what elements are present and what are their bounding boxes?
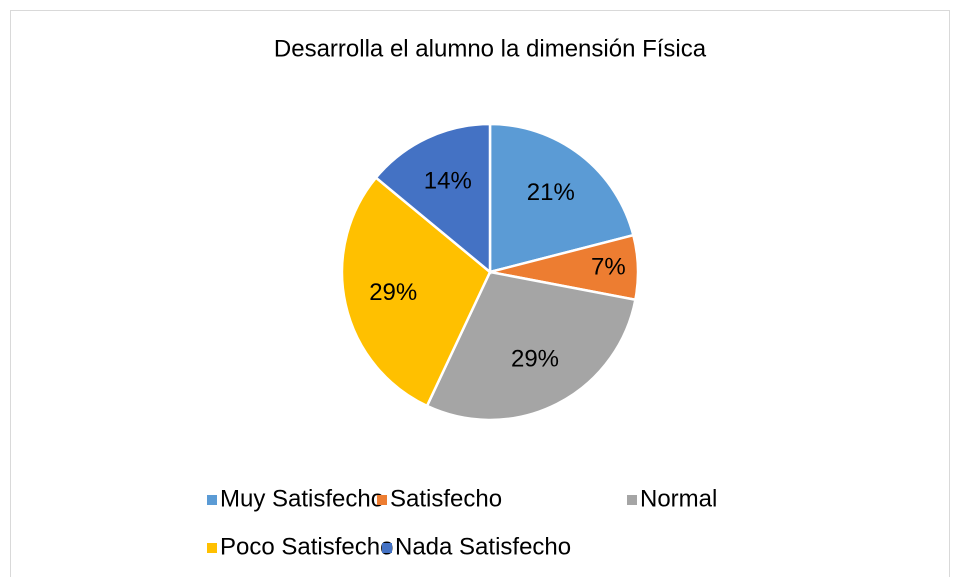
data-label: 21% <box>527 179 575 206</box>
legend-label: Muy Satisfecho <box>220 485 384 512</box>
data-label: 14% <box>424 168 472 195</box>
legend-label: Normal <box>640 485 717 512</box>
legend-swatch <box>382 543 392 553</box>
legend-label: Poco Satisfecho <box>220 533 393 560</box>
legend-label: Satisfecho <box>390 485 502 512</box>
pie-slice <box>374 122 492 275</box>
data-label: 7% <box>591 254 626 281</box>
legend-swatch <box>207 495 217 505</box>
data-label: 29% <box>511 346 559 373</box>
pie-slice <box>425 270 637 422</box>
legend-swatch <box>377 495 387 505</box>
data-label: 29% <box>369 279 417 306</box>
legend-swatch <box>207 543 217 553</box>
legend-swatch <box>627 495 637 505</box>
pie-slice <box>488 122 635 274</box>
legend-label: Nada Satisfecho <box>395 533 571 560</box>
chart-title: Desarrolla el alumno la dimensión Física <box>274 35 707 62</box>
pie-slice <box>340 175 492 408</box>
